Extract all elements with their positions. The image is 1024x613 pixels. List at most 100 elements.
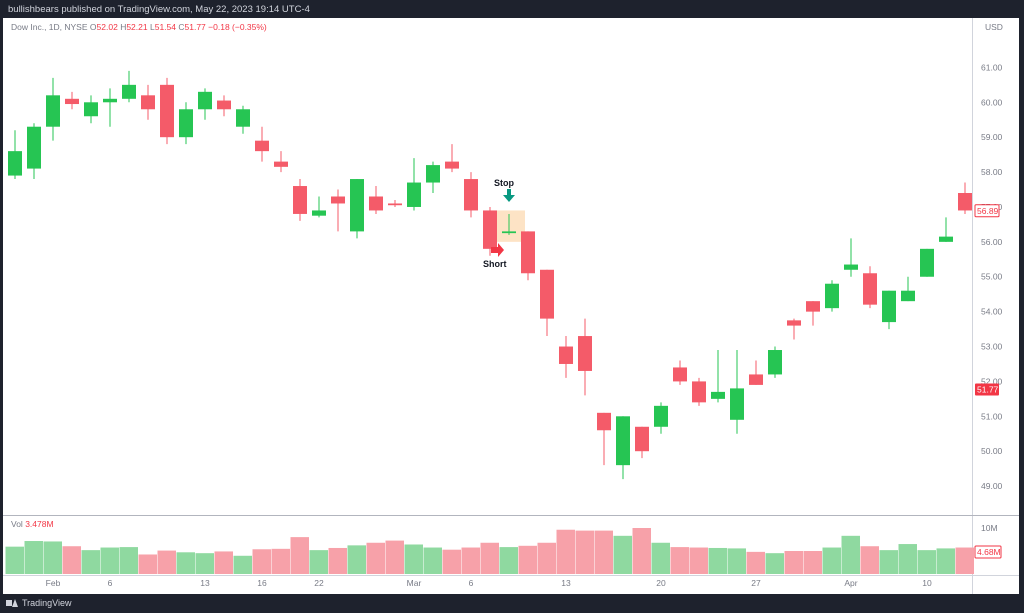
y-tick-label: 53.00 bbox=[981, 342, 1003, 352]
candle-body bbox=[597, 412, 611, 431]
volume-bar bbox=[290, 537, 309, 574]
high-label: H bbox=[120, 22, 127, 32]
stop-annotation-label: Stop bbox=[494, 178, 514, 188]
volume-bar bbox=[366, 542, 385, 574]
volume-bar bbox=[784, 551, 803, 574]
candle-body bbox=[483, 210, 497, 249]
volume-bar bbox=[81, 550, 100, 574]
candle-body bbox=[578, 336, 592, 371]
x-tick-label: 22 bbox=[314, 578, 324, 588]
symbol-legend: Dow Inc., 1D, NYSE O52.02 H52.21 L51.54 … bbox=[11, 22, 267, 32]
candle-body bbox=[445, 161, 459, 169]
volume-bar bbox=[613, 535, 632, 574]
close-value: 51.77 bbox=[184, 22, 206, 32]
volume-bar bbox=[860, 546, 879, 574]
y-tick-label: 56.00 bbox=[981, 237, 1003, 247]
candle-body bbox=[787, 320, 801, 326]
candle-body bbox=[141, 95, 155, 110]
close-label: C bbox=[178, 22, 185, 32]
volume-bar bbox=[651, 542, 670, 574]
candle-body bbox=[388, 203, 402, 206]
volume-bar bbox=[233, 555, 252, 574]
candle-body bbox=[8, 151, 22, 176]
volume-bar bbox=[803, 551, 822, 574]
candle-body bbox=[616, 416, 630, 466]
candle-body bbox=[426, 165, 440, 183]
candle-body bbox=[673, 367, 687, 382]
open-value: 52.02 bbox=[96, 22, 118, 32]
volume-bar bbox=[898, 544, 917, 574]
y-tick-label: 50.00 bbox=[981, 446, 1003, 456]
change-value: −0.18 (−0.35%) bbox=[208, 22, 267, 32]
candle-body bbox=[350, 179, 364, 232]
x-tick-label: 20 bbox=[656, 578, 666, 588]
volume-bar bbox=[423, 547, 442, 574]
candle-body bbox=[331, 196, 345, 204]
volume-bar bbox=[670, 547, 689, 574]
chart-area[interactable]: USD61.0060.0059.0058.0057.0056.0055.0054… bbox=[3, 18, 1019, 594]
close-price-badge-bg bbox=[975, 383, 999, 396]
volume-bar bbox=[5, 546, 24, 574]
last-price-badge-bg bbox=[974, 204, 1000, 218]
volume-bar bbox=[157, 550, 176, 574]
volume-legend: Vol 3.478M bbox=[11, 519, 54, 529]
candle-body bbox=[65, 98, 79, 105]
volume-bar bbox=[328, 547, 347, 574]
volume-bar bbox=[917, 550, 936, 574]
volume-bar bbox=[43, 541, 62, 574]
y-tick-label: 51.00 bbox=[981, 411, 1003, 421]
volume-bar bbox=[936, 548, 955, 574]
volume-bar bbox=[347, 545, 366, 574]
candle-body bbox=[27, 126, 41, 169]
volume-label: Vol bbox=[11, 519, 23, 529]
volume-bar bbox=[119, 547, 138, 574]
volume-bar bbox=[62, 546, 81, 574]
volume-bar bbox=[271, 548, 290, 574]
last-price-badge: 56.89 bbox=[977, 206, 999, 216]
short-annotation-label: Short bbox=[483, 259, 507, 269]
volume-bar bbox=[195, 553, 214, 574]
volume-bar bbox=[841, 535, 860, 574]
x-tick-label: 16 bbox=[257, 578, 267, 588]
candle-body bbox=[236, 109, 250, 127]
x-tick-label: 27 bbox=[751, 578, 761, 588]
candle-body bbox=[768, 350, 782, 375]
candle-body bbox=[293, 186, 307, 214]
volume-bar bbox=[214, 551, 233, 574]
close-price-badge: 51.77 bbox=[977, 384, 999, 394]
candle-body bbox=[103, 98, 117, 103]
candle-body bbox=[901, 290, 915, 302]
candle-body bbox=[198, 91, 212, 110]
volume-bar bbox=[461, 547, 480, 574]
candle-body bbox=[958, 193, 972, 211]
y-tick-label: 61.00 bbox=[981, 62, 1003, 72]
high-value: 52.21 bbox=[126, 22, 148, 32]
footer-brand-text: TradingView bbox=[22, 598, 72, 608]
y-tick-label: 60.00 bbox=[981, 97, 1003, 107]
volume-axis-tick: 10M bbox=[981, 523, 998, 533]
x-tick-label: Apr bbox=[844, 578, 857, 588]
volume-bar bbox=[252, 549, 271, 574]
short-arrow-icon bbox=[491, 243, 504, 257]
x-tick-label: 13 bbox=[561, 578, 571, 588]
footer-brand: TradingView bbox=[6, 596, 72, 610]
candlestick-chart[interactable]: USD61.0060.0059.0058.0057.0056.0055.0054… bbox=[3, 18, 1019, 594]
candle-body bbox=[274, 161, 288, 167]
candle-body bbox=[654, 405, 668, 427]
y-tick-label: 59.00 bbox=[981, 132, 1003, 142]
candle-body bbox=[844, 264, 858, 270]
volume-bar bbox=[100, 547, 119, 574]
candle-body bbox=[521, 231, 535, 274]
x-tick-label: 6 bbox=[108, 578, 113, 588]
candle-body bbox=[122, 84, 136, 99]
volume-last-badge-bg bbox=[974, 545, 1002, 559]
volume-value: 3.478M bbox=[25, 519, 54, 529]
x-tick-label: Mar bbox=[407, 578, 422, 588]
x-tick-label: 13 bbox=[200, 578, 210, 588]
volume-bar bbox=[138, 554, 157, 574]
volume-last-badge: 4.68M bbox=[977, 547, 1001, 557]
currency-label: USD bbox=[985, 22, 1003, 32]
symbol-name: Dow Inc., 1D, NYSE bbox=[11, 22, 88, 32]
open-label: O bbox=[89, 22, 97, 32]
low-label: L bbox=[149, 22, 155, 32]
